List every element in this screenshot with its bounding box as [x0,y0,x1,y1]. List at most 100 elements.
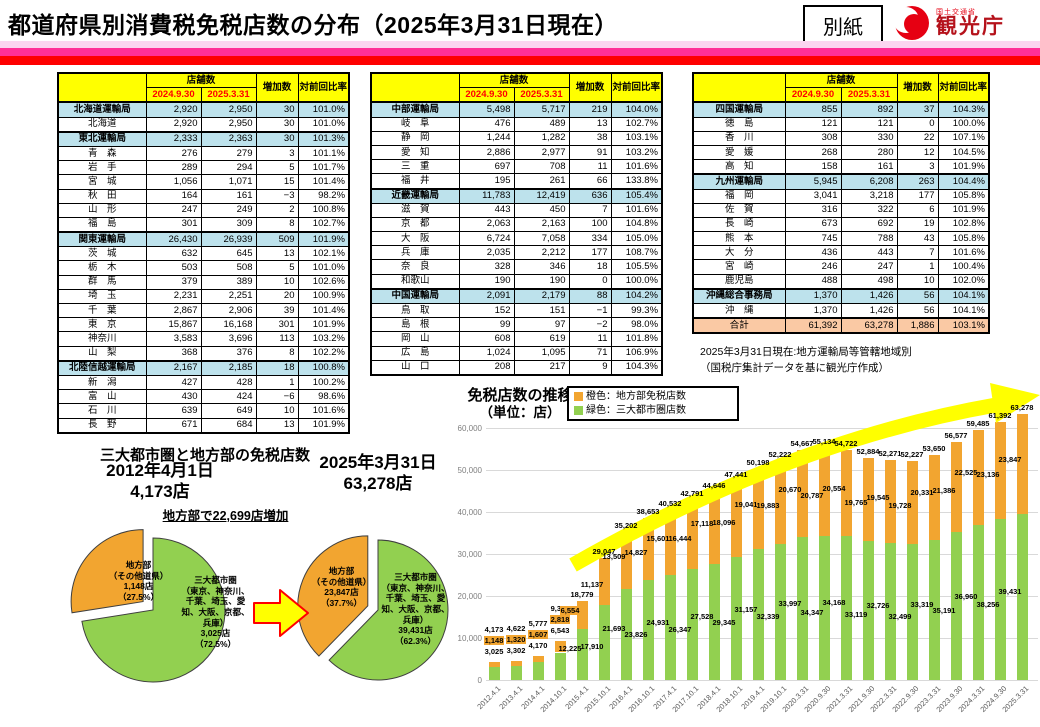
table-row: 和歌山 190 190 0 100.0% [370,273,663,290]
cell-increase: 9 [568,359,612,376]
table-row: 合計 61,392 63,278 1,886 103.1% [692,317,990,334]
bar-total-label: 4,622 [506,623,526,633]
table-row: 奈 良 328 346 18 105.5% [370,259,663,275]
chart-legend: 橙色：地方部免税店数 緑色：三大都市圏店数 [567,386,739,421]
decor-stripe-red [0,56,1040,65]
bar-total-label: 54,722 [834,439,858,449]
cell-count-prev: 61,392 [784,317,842,334]
cell-ratio: 101.6% [610,159,663,175]
cell-increase: 8 [255,216,299,233]
cell-region-name: 岡 山 [370,331,460,347]
legend-swatch-icon [574,406,583,415]
bar-metro-label: 33,119 [844,610,868,620]
cell-count-prev: 26,430 [145,231,202,248]
table-row: 三 重 697 708 11 101.6% [370,159,663,175]
source-note-line1: 2025年3月31日現在:地方運輸局等管轄地域別 [700,346,912,358]
bar-total-label: 61,392 [988,411,1012,421]
cell-count-prev: 427 [145,374,202,391]
bar-regional-label: 19,883 [756,501,780,511]
cell-region-name: 北海道運輸局 [57,101,147,118]
bar-segment-metro [642,579,654,681]
cell-count-prev: 379 [145,274,202,290]
pie-slice-regional [297,535,369,657]
cell-region-name: 埼 玉 [57,288,147,305]
cell-increase: 3 [896,159,939,175]
cell-ratio: 103.2% [297,331,350,347]
cell-count-curr: 443 [840,245,898,261]
bar-metro-label: 35,191 [932,606,956,616]
bar-regional-label: 23,847 [998,455,1022,465]
table-row: 岐 阜 476 489 13 102.7% [370,116,663,132]
cell-increase: 43 [896,231,939,247]
bar-segment-metro [708,564,720,680]
cell-increase: 11 [568,159,612,175]
bar-metro-label: 21,693 [602,624,626,634]
cell-ratio: 102.1% [297,246,350,262]
cell-increase: 219 [568,101,612,118]
bar-regional-label: 15,601 [646,533,670,543]
cell-increase: 19 [896,216,939,233]
table-row: 長 野 671 684 13 101.9% [57,417,350,434]
cell-increase: 113 [255,331,299,347]
cell-region-name: 高 知 [692,159,786,175]
table-row: 静 岡 1,244 1,282 38 103.1% [370,130,663,146]
cell-count-curr: 708 [513,159,570,175]
bar-regional-label: 19,041 [734,500,758,510]
cell-count-prev: 430 [145,389,202,405]
cell-region-name: 広 島 [370,345,460,361]
cell-count-curr: 2,363 [200,130,257,147]
bar-segment-regional [488,662,500,668]
cell-increase: 10 [896,273,939,290]
cell-ratio: 101.4% [297,174,350,190]
bar-regional-label: 19,728 [888,501,912,511]
cell-count-prev: 247 [145,202,202,218]
cell-increase: 7 [568,202,612,218]
cell-ratio: 105.8% [937,188,990,204]
bar-regional-label: 17,118 [690,519,714,529]
cell-count-curr: 619 [513,331,570,347]
bar-total-label: 56,577 [944,431,968,441]
bar-total-label: 44,646 [702,481,726,491]
cell-region-name: 石 川 [57,403,147,419]
bar-metro-label: 34,168 [822,598,846,608]
bar-segment-metro [620,588,632,680]
cell-region-name: 大 分 [692,245,786,261]
cell-ratio: 102.2% [297,345,350,362]
cell-count-prev: 368 [145,345,202,362]
cell-ratio: 104.0% [610,101,663,118]
cell-region-name: 福 井 [370,173,460,189]
bar-total-label: 53,650 [922,443,946,453]
cell-count-curr: 788 [840,231,898,247]
table-row: 京 都 2,063 2,163 100 104.8% [370,216,663,233]
legend-item: 橙色：地方部免税店数 [574,390,732,403]
table-row: 大 分 436 443 7 101.6% [692,245,990,261]
cell-region-name: 四国運輸局 [692,101,786,118]
bar-segment-regional [708,492,720,565]
cell-ratio: 101.1% [297,145,350,162]
bar-metro-label: 3,302 [506,645,526,655]
y-axis-label: 50,000 [457,465,482,475]
cell-ratio: 104.5% [937,144,990,161]
table-header-row: 店舗数 増加数 対前回比率 [692,72,990,103]
cell-count-curr: 217 [513,359,570,376]
table-row: 中国運輸局 2,091 2,179 88 104.2% [370,287,663,304]
cell-count-prev: 289 [145,160,202,176]
cell-increase: 1,886 [896,317,939,334]
cell-count-prev: 476 [458,116,515,132]
pie-slice-label-line: （その他道県） [311,576,372,587]
pie-slice-metro [81,537,226,683]
chart-title-line2: （単位：店） [479,405,561,420]
shops-table-hokkaido-to-hokuriku: 店舗数 増加数 対前回比率 2024.9.30 2025.3.31 北海道運輸局 2,920… [57,72,351,434]
cell-count-prev: 246 [784,259,842,275]
cell-ratio: 105.8% [937,231,990,247]
table-row: 近畿運輸局 11,783 12,419 636 105.4% [370,187,663,204]
bar-total-label: 35,202 [614,521,638,531]
cell-count-curr: 16,168 [200,317,257,333]
jta-logo: 国土交通省 観光庁 [892,3,1005,43]
bar-metro-label: 29,345 [712,618,736,628]
cell-region-name: 滋 賀 [370,202,460,218]
cell-count-prev: 2,091 [458,287,515,304]
legend-swatch-icon [574,392,583,401]
y-axis-label: 40,000 [457,507,482,517]
pie-slice-label: 三大都市圏 （東京、神奈川、 千葉、埼玉、愛 知、大阪、京都、 兵庫） 39,431店 （6… [363,572,468,646]
